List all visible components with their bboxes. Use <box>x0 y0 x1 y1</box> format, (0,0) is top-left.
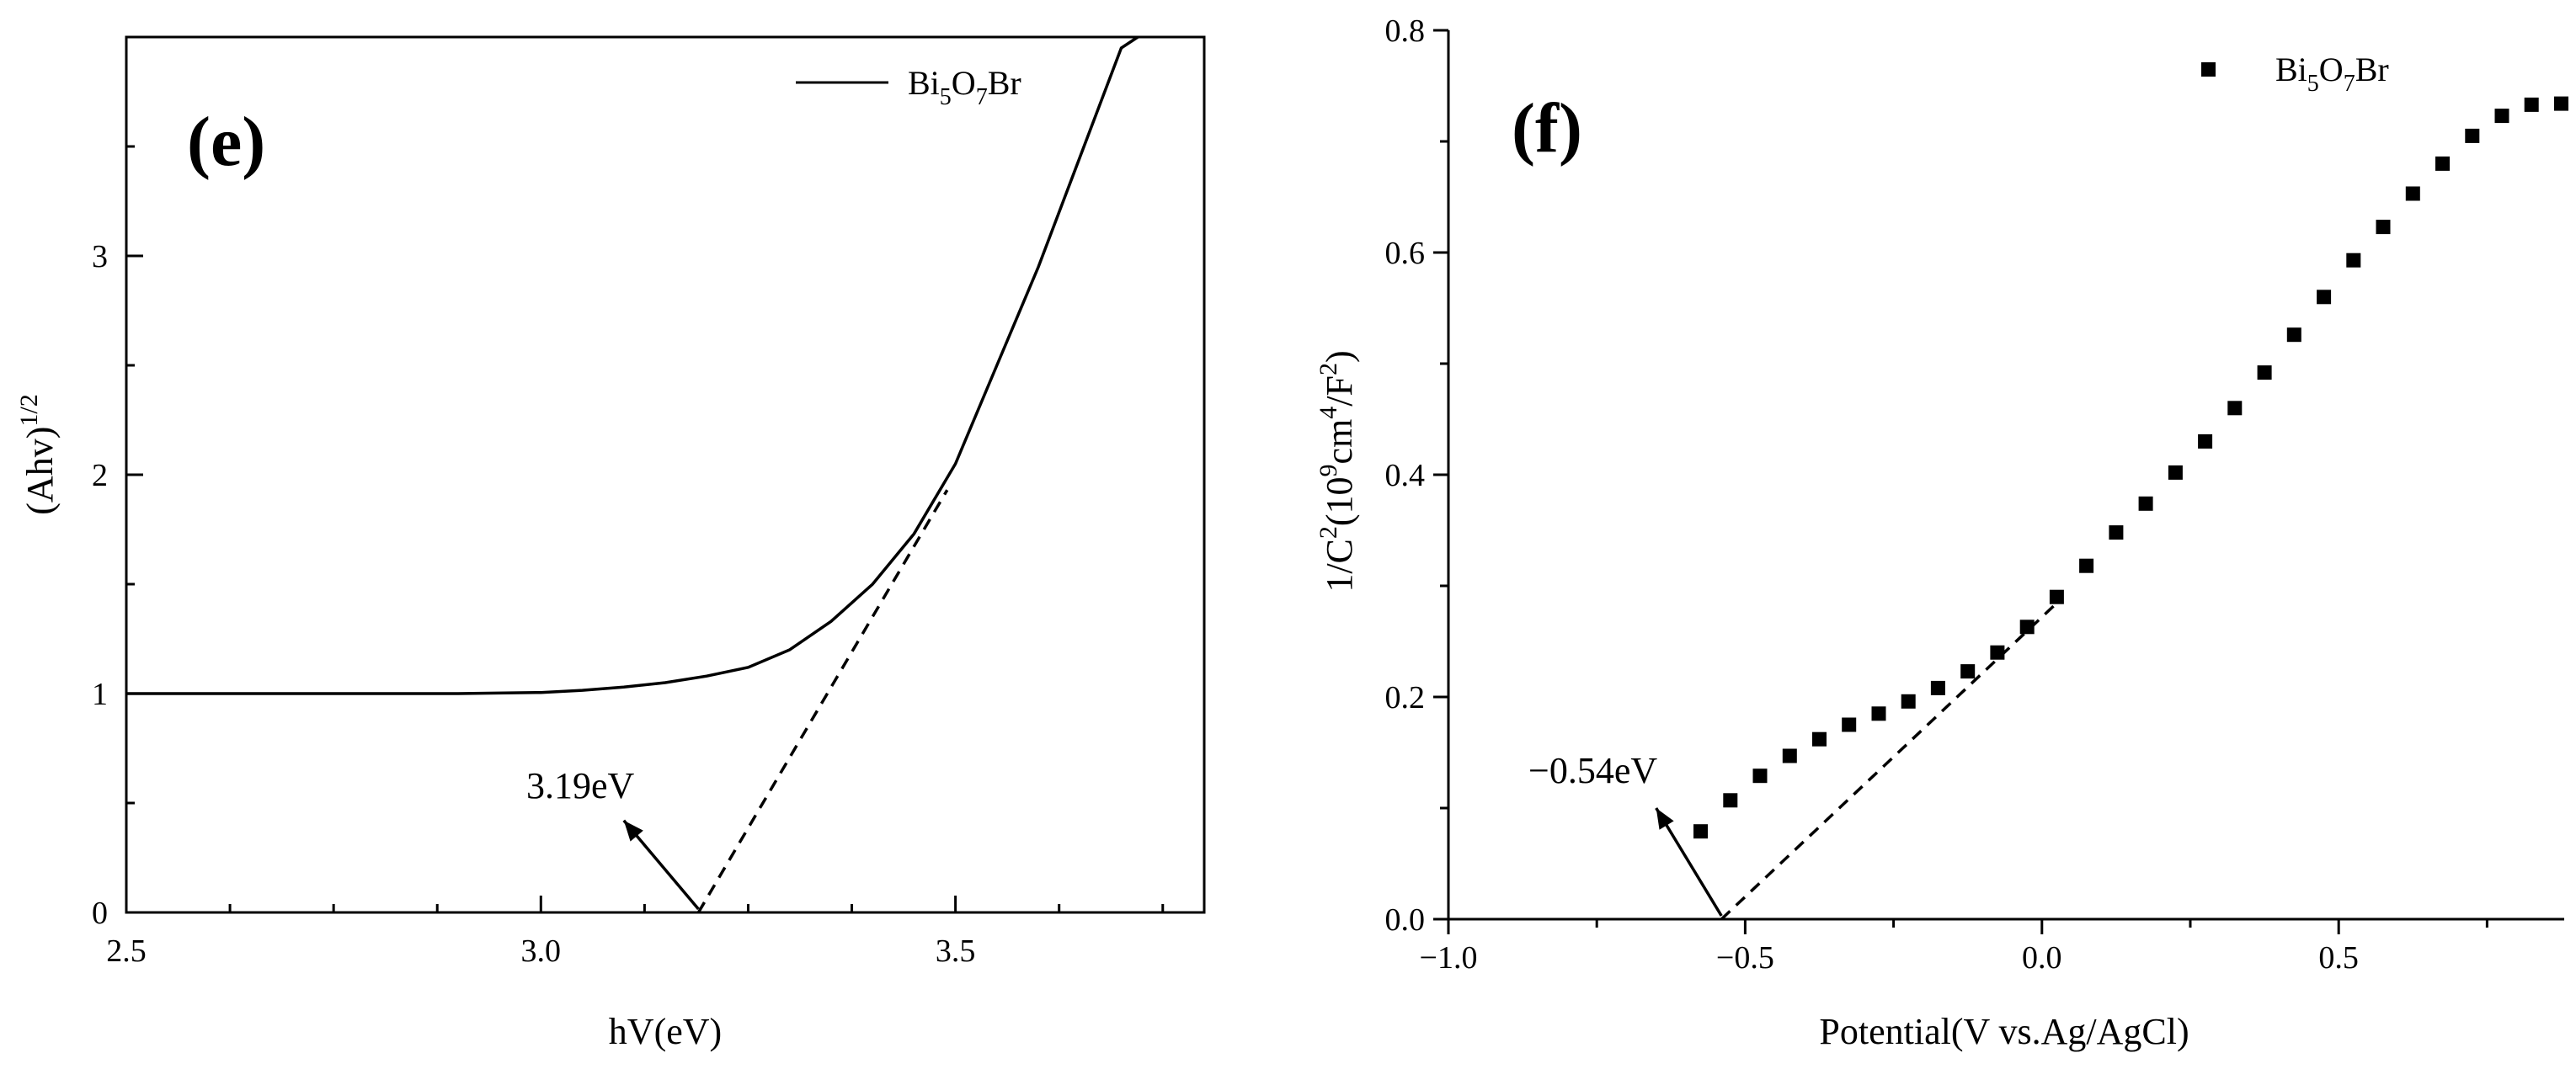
y-label-part: ) <box>1319 350 1360 363</box>
y-tick-label: 1 <box>92 677 108 712</box>
legend-part: Br <box>2355 51 2389 88</box>
data-point <box>2019 620 2035 635</box>
legend-sub: 7 <box>976 84 988 110</box>
annotation-arrow-f <box>1655 807 1723 917</box>
data-point <box>2465 128 2480 143</box>
y-label-sup: 2 <box>1315 363 1342 375</box>
y-tick-label: 0.4 <box>1385 458 1426 493</box>
y-label-part: 1/C <box>1319 539 1360 593</box>
data-point <box>1812 731 1827 747</box>
x-tick-label: −0.5 <box>1716 940 1774 976</box>
data-point <box>2227 401 2243 416</box>
y-tick-label: 0.6 <box>1385 236 1426 271</box>
data-point <box>1871 706 1886 721</box>
data-point <box>2376 220 2391 235</box>
legend-e: Bi5O7Br <box>796 64 1021 110</box>
x-tick-label: 0.5 <box>2318 940 2359 976</box>
legend-label-e: Bi5O7Br <box>908 64 1021 110</box>
data-point <box>2049 589 2064 604</box>
y-tick-label: 0 <box>92 896 108 931</box>
legend-part: O <box>952 64 976 102</box>
data-point <box>1693 824 1708 839</box>
legend-part: Bi <box>2275 51 2307 88</box>
data-point <box>1901 694 1916 709</box>
data-point <box>2138 496 2153 511</box>
annotation-arrowhead-f <box>1656 808 1674 830</box>
data-point <box>2317 290 2332 305</box>
data-point <box>2346 253 2361 268</box>
data-point <box>2109 525 2124 540</box>
data-point <box>2168 465 2183 480</box>
annotation-arrowhead-e <box>623 820 643 842</box>
legend-part: O <box>2319 51 2344 88</box>
legend-sub: 5 <box>940 84 952 110</box>
panel-label-e: (e) <box>187 103 265 181</box>
tangent-line-f <box>1720 604 2056 921</box>
x-tick-label: 0.0 <box>2022 940 2062 976</box>
y-label-part: cm <box>1319 419 1360 465</box>
legend-sub: 7 <box>2344 71 2355 97</box>
y-label-part: (10 <box>1319 476 1360 526</box>
y-tick-label: 0.0 <box>1385 902 1426 938</box>
legend-f: Bi5O7Br <box>2201 51 2389 97</box>
y-label-sup: 4 <box>1315 407 1342 419</box>
tick-marks-e <box>125 145 1165 914</box>
data-point <box>1960 664 1976 679</box>
y-tick-label: 0.2 <box>1385 680 1426 715</box>
legend-part: Br <box>988 64 1021 102</box>
y-label-sup: 9 <box>1315 464 1342 476</box>
data-point <box>1782 748 1797 763</box>
y-label-sup: 1/2 <box>15 394 43 426</box>
y-label-part: /F <box>1319 375 1360 407</box>
y-tick-label: 3 <box>92 239 108 274</box>
legend-sub: 5 <box>2307 71 2319 97</box>
data-point <box>2435 156 2450 171</box>
y-label-sup: 2 <box>1315 526 1342 539</box>
plot-frame-e <box>125 35 1206 914</box>
data-point <box>1752 769 1768 784</box>
legend-marker-f <box>2201 62 2216 77</box>
data-point <box>2198 433 2213 449</box>
x-tick-labels-f: −1.0 −0.5 0.0 0.5 <box>1420 940 2359 976</box>
data-point <box>2286 327 2301 343</box>
bandgap-annotation-e: 3.19eV <box>526 765 635 806</box>
legend-label-f: Bi5O7Br <box>2275 51 2389 97</box>
x-axis-label-e: hV(eV) <box>609 1011 722 1052</box>
y-axis-label-e: (Ahv)1/2 <box>15 394 61 514</box>
data-point <box>2494 109 2509 124</box>
x-tick-label: 3.0 <box>521 933 562 969</box>
chart-panel-e: 2.5 3.0 3.5 0 1 2 3 hV(eV) (Ahv)1/2 (e) … <box>15 35 1206 1052</box>
data-point <box>2079 558 2094 573</box>
x-tick-label: −1.0 <box>1420 940 1478 976</box>
data-point <box>1930 680 1945 695</box>
data-point <box>2554 96 2568 111</box>
y-axis-label-f: 1/C2(109cm4/F2) <box>1315 350 1360 592</box>
x-tick-label: 2.5 <box>106 933 147 969</box>
chart-panel-f: −1.0 −0.5 0.0 0.5 0.0 0.2 0.4 0.6 0.8 Po… <box>1315 13 2568 1052</box>
y-tick-labels-f: 0.0 0.2 0.4 0.6 0.8 <box>1385 13 1426 938</box>
data-point <box>2257 365 2272 380</box>
flatband-annotation-f: −0.54eV <box>1528 750 1657 791</box>
y-tick-labels-e: 0 1 2 3 <box>92 239 108 931</box>
y-tick-label: 2 <box>92 458 108 493</box>
y-tick-label: 0.8 <box>1385 13 1426 49</box>
data-point <box>1723 793 1738 808</box>
tick-marks-f <box>1433 29 2488 934</box>
data-point <box>1990 645 2005 660</box>
data-point <box>2524 97 2539 112</box>
y-label-main: (Ahv) <box>19 427 61 515</box>
legend-part: Bi <box>908 64 940 102</box>
series-points-bi5o7br <box>1693 96 2568 839</box>
data-point <box>1842 717 1857 732</box>
x-axis-label-f: Potential(V vs.Ag/AgCl) <box>1819 1011 2189 1052</box>
series-line-bi5o7br <box>126 35 1139 695</box>
x-tick-label: 3.5 <box>936 933 976 969</box>
tangent-line-e <box>696 489 949 913</box>
x-tick-labels-e: 2.5 3.0 3.5 <box>106 933 975 969</box>
panel-label-f: (f) <box>1512 89 1582 168</box>
data-point <box>2405 186 2420 201</box>
